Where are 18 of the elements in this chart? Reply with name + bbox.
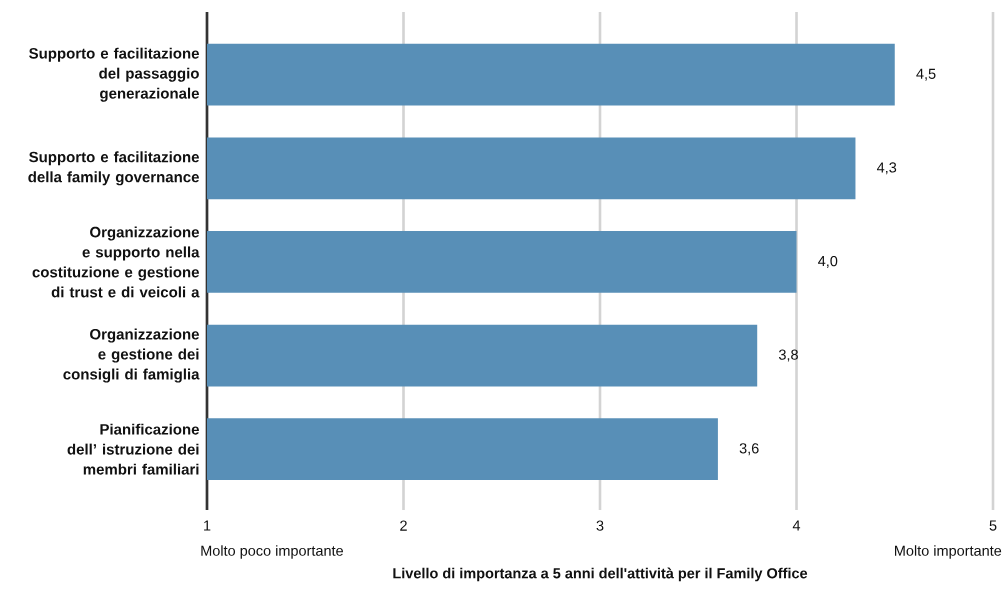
data-label: 4,5 <box>916 68 936 81</box>
x-tick-label: 2 <box>400 520 407 531</box>
data-label: 4,0 <box>818 255 838 268</box>
y-tick-label: Supporto e facilitazione della family governance <box>28 151 199 186</box>
text: Molto poco importante <box>201 545 343 559</box>
data-label: 3,8 <box>778 349 798 362</box>
x-tick-label: 5 <box>989 520 997 531</box>
x-tick-label: 3 <box>596 520 604 531</box>
y-tick-label: Supporto e facilitazione del passaggio generazionale <box>29 47 199 102</box>
text: Molto importante <box>895 545 1002 559</box>
y-tick-label: Pianificazione dell’ istruzione dei membri familiari <box>67 423 199 475</box>
x-tick-label: 1 <box>204 520 211 531</box>
x-axis-title: Livello di importanza a 5 anni dell'attività per il Family Office <box>393 567 808 582</box>
data-label: 4,3 <box>876 162 897 175</box>
y-tick-label: Organizzazione e gestione dei consigli di famiglia <box>63 328 200 383</box>
y-tick-label: Organizzazione e supporto nella costituzione e gestione di trust e di veicoli a <box>32 226 200 298</box>
x-tick-label: 4 <box>792 520 801 531</box>
data-label: 3,6 <box>739 443 759 456</box>
